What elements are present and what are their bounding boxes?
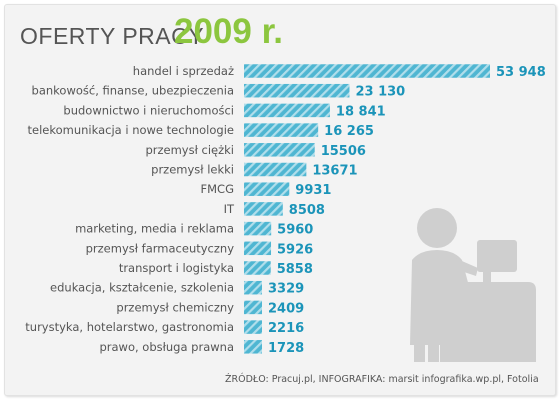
category-label: IT — [224, 202, 235, 216]
category-label: przemysł ciężki — [145, 143, 234, 157]
bar — [244, 320, 262, 334]
category-label: turystyka, hotelarstwo, gastronomia — [25, 320, 234, 334]
category-label: przemysł farmaceutyczny — [86, 241, 235, 255]
bar — [244, 162, 307, 177]
title-prefix: OFERTY PRACY — [20, 23, 205, 49]
category-label: telekomunikacja i nowe technologie — [28, 123, 234, 137]
value-label: 9931 — [295, 183, 331, 198]
bar — [244, 202, 283, 216]
bar — [244, 241, 272, 256]
category-label: marketing, media i reklama — [75, 222, 234, 236]
bar — [244, 83, 350, 98]
value-label: 18 841 — [336, 104, 386, 119]
value-label: 53 948 — [496, 65, 546, 80]
value-label: 5858 — [277, 262, 313, 277]
value-label: 3329 — [268, 282, 304, 297]
source-line: ŹRÓDŁO: Pracuj.pl, INFOGRAFIKA: marsit i… — [225, 374, 539, 385]
person-at-cash-register-icon — [410, 208, 536, 362]
value-label: 16 265 — [324, 124, 374, 139]
value-label: 23 130 — [355, 85, 405, 100]
category-label: prawo, obsługa prawna — [99, 340, 234, 354]
bar — [244, 340, 262, 354]
value-label: 13671 — [312, 164, 357, 179]
category-label: transport i logistyka — [119, 261, 234, 275]
value-label: 2409 — [268, 301, 304, 316]
category-label: przemysł chemiczny — [116, 300, 234, 314]
bar — [244, 64, 490, 78]
bar — [244, 123, 319, 137]
value-label: 5926 — [277, 242, 313, 257]
bar — [244, 221, 272, 236]
value-label: 5960 — [277, 223, 313, 238]
category-label: FMCG — [201, 182, 234, 196]
bar — [244, 103, 330, 118]
value-label: 8508 — [289, 203, 325, 218]
bars-group: handel i sprzedaż 53 948 bankowość, finans… — [25, 64, 545, 356]
bar — [244, 143, 315, 157]
value-label: 2216 — [268, 321, 304, 336]
bar — [244, 182, 290, 196]
bar — [244, 261, 271, 275]
category-label: edukacja, kształcenie, szkolenia — [50, 281, 234, 295]
value-label: 15506 — [321, 144, 366, 159]
bar — [244, 280, 262, 295]
bar — [244, 300, 262, 315]
title-year: 2009 r. — [174, 12, 283, 51]
value-label: 1728 — [268, 341, 304, 356]
category-label: przemysł lekki — [151, 163, 234, 177]
category-label: handel i sprzedaż — [133, 64, 234, 78]
category-label: budownictwo i nieruchomości — [63, 103, 234, 117]
category-label: bankowość, finanse, ubezpieczenia — [32, 84, 234, 98]
